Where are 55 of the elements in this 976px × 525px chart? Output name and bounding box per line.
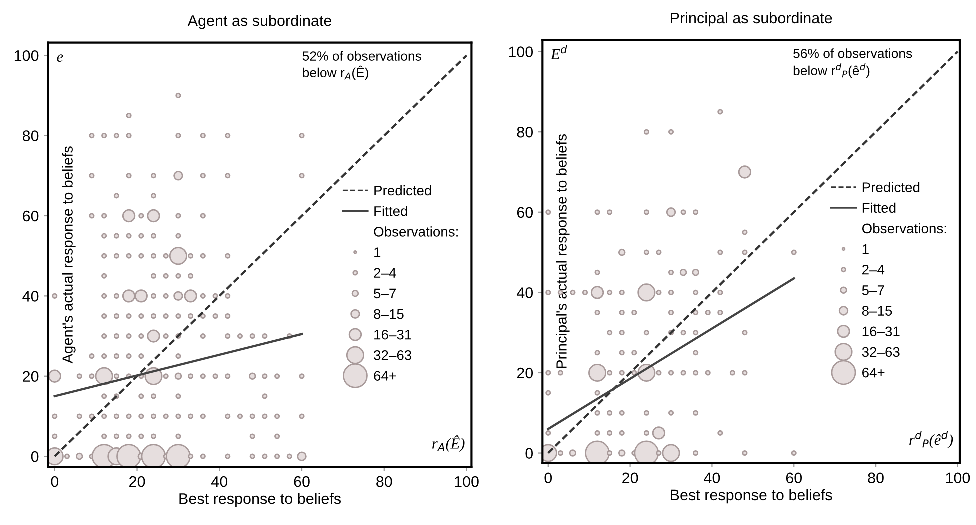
y-tick-label: 0 — [31, 451, 39, 462]
legend-label: 64+ — [862, 368, 885, 378]
y-axis-title: Agent's actual response to beliefs — [62, 146, 76, 364]
legend-label: 2–4 — [862, 264, 885, 275]
legend-title: Observations: — [374, 226, 458, 237]
annotation: E$^{d}$ — [550, 45, 568, 60]
y-tick-label: 20 — [517, 368, 534, 379]
legend-label: Predicted — [374, 185, 432, 196]
chart-title: Agent as subordinate — [188, 15, 332, 30]
annotation: r$_{A}$(Ê) — [432, 436, 465, 452]
x-tick-label: 60 — [294, 476, 310, 488]
annotation: 52% of observations below r$_{A}$(Ê) — [302, 51, 422, 80]
x-tick-label: 0 — [51, 476, 59, 488]
x-tick-label: 40 — [704, 472, 720, 484]
x-tick-label: 0 — [544, 472, 552, 484]
annotation: e — [57, 54, 64, 62]
x-tick-label: 20 — [622, 472, 638, 484]
y-tick-label: 20 — [23, 371, 39, 382]
legend-label: 5–7 — [374, 288, 396, 299]
y-tick-label: 60 — [517, 207, 534, 218]
legend-label: 8–15 — [374, 309, 404, 320]
legend-label: 16–31 — [862, 326, 900, 337]
legend-label: 5–7 — [862, 286, 884, 296]
legend-label: Fitted — [862, 202, 896, 214]
x-tick-label: 100 — [455, 476, 479, 488]
x-tick-label: 80 — [868, 472, 884, 484]
y-tick-label: 0 — [526, 448, 534, 459]
legend-label: Fitted — [374, 206, 408, 216]
y-tick-label: 40 — [22, 291, 39, 302]
legend-label: 32–63 — [374, 350, 412, 360]
x-tick-label: 40 — [212, 476, 228, 488]
x-axis-title: Best response to beliefs — [180, 493, 341, 508]
x-axis-title: Best response to beliefs — [671, 489, 832, 504]
chart-title: Principal as subordinate — [671, 12, 832, 27]
y-tick-label: 60 — [23, 210, 39, 222]
x-tick-label: 100 — [946, 472, 970, 484]
y-tick-label: 80 — [517, 126, 534, 138]
legend-label: Predicted — [862, 182, 920, 192]
legend-label: 16–31 — [374, 330, 412, 340]
y-tick-label: 40 — [516, 288, 534, 298]
x-tick-label: 60 — [786, 472, 802, 484]
y-tick-label: 80 — [22, 130, 39, 142]
legend-label: 32–63 — [862, 347, 900, 358]
legend-label: 2–4 — [374, 268, 396, 278]
y-tick-label: 100 — [509, 46, 534, 58]
x-tick-label: 80 — [376, 476, 392, 488]
legend-title: Observations: — [862, 223, 946, 234]
annotation: r$^{d}$$_{P}$(ê$^{d}$) — [910, 431, 954, 448]
legend-label: 1 — [374, 248, 381, 258]
legend-label: 1 — [862, 244, 869, 254]
legend-label: 8–15 — [862, 306, 892, 316]
x-tick-label: 20 — [130, 476, 146, 488]
y-tick-label: 100 — [14, 50, 39, 62]
legend-label: 64+ — [374, 371, 396, 381]
annotation: 56% of observations below r$^{d}$$_{P}$(ê$^{d}$) — [794, 48, 912, 78]
